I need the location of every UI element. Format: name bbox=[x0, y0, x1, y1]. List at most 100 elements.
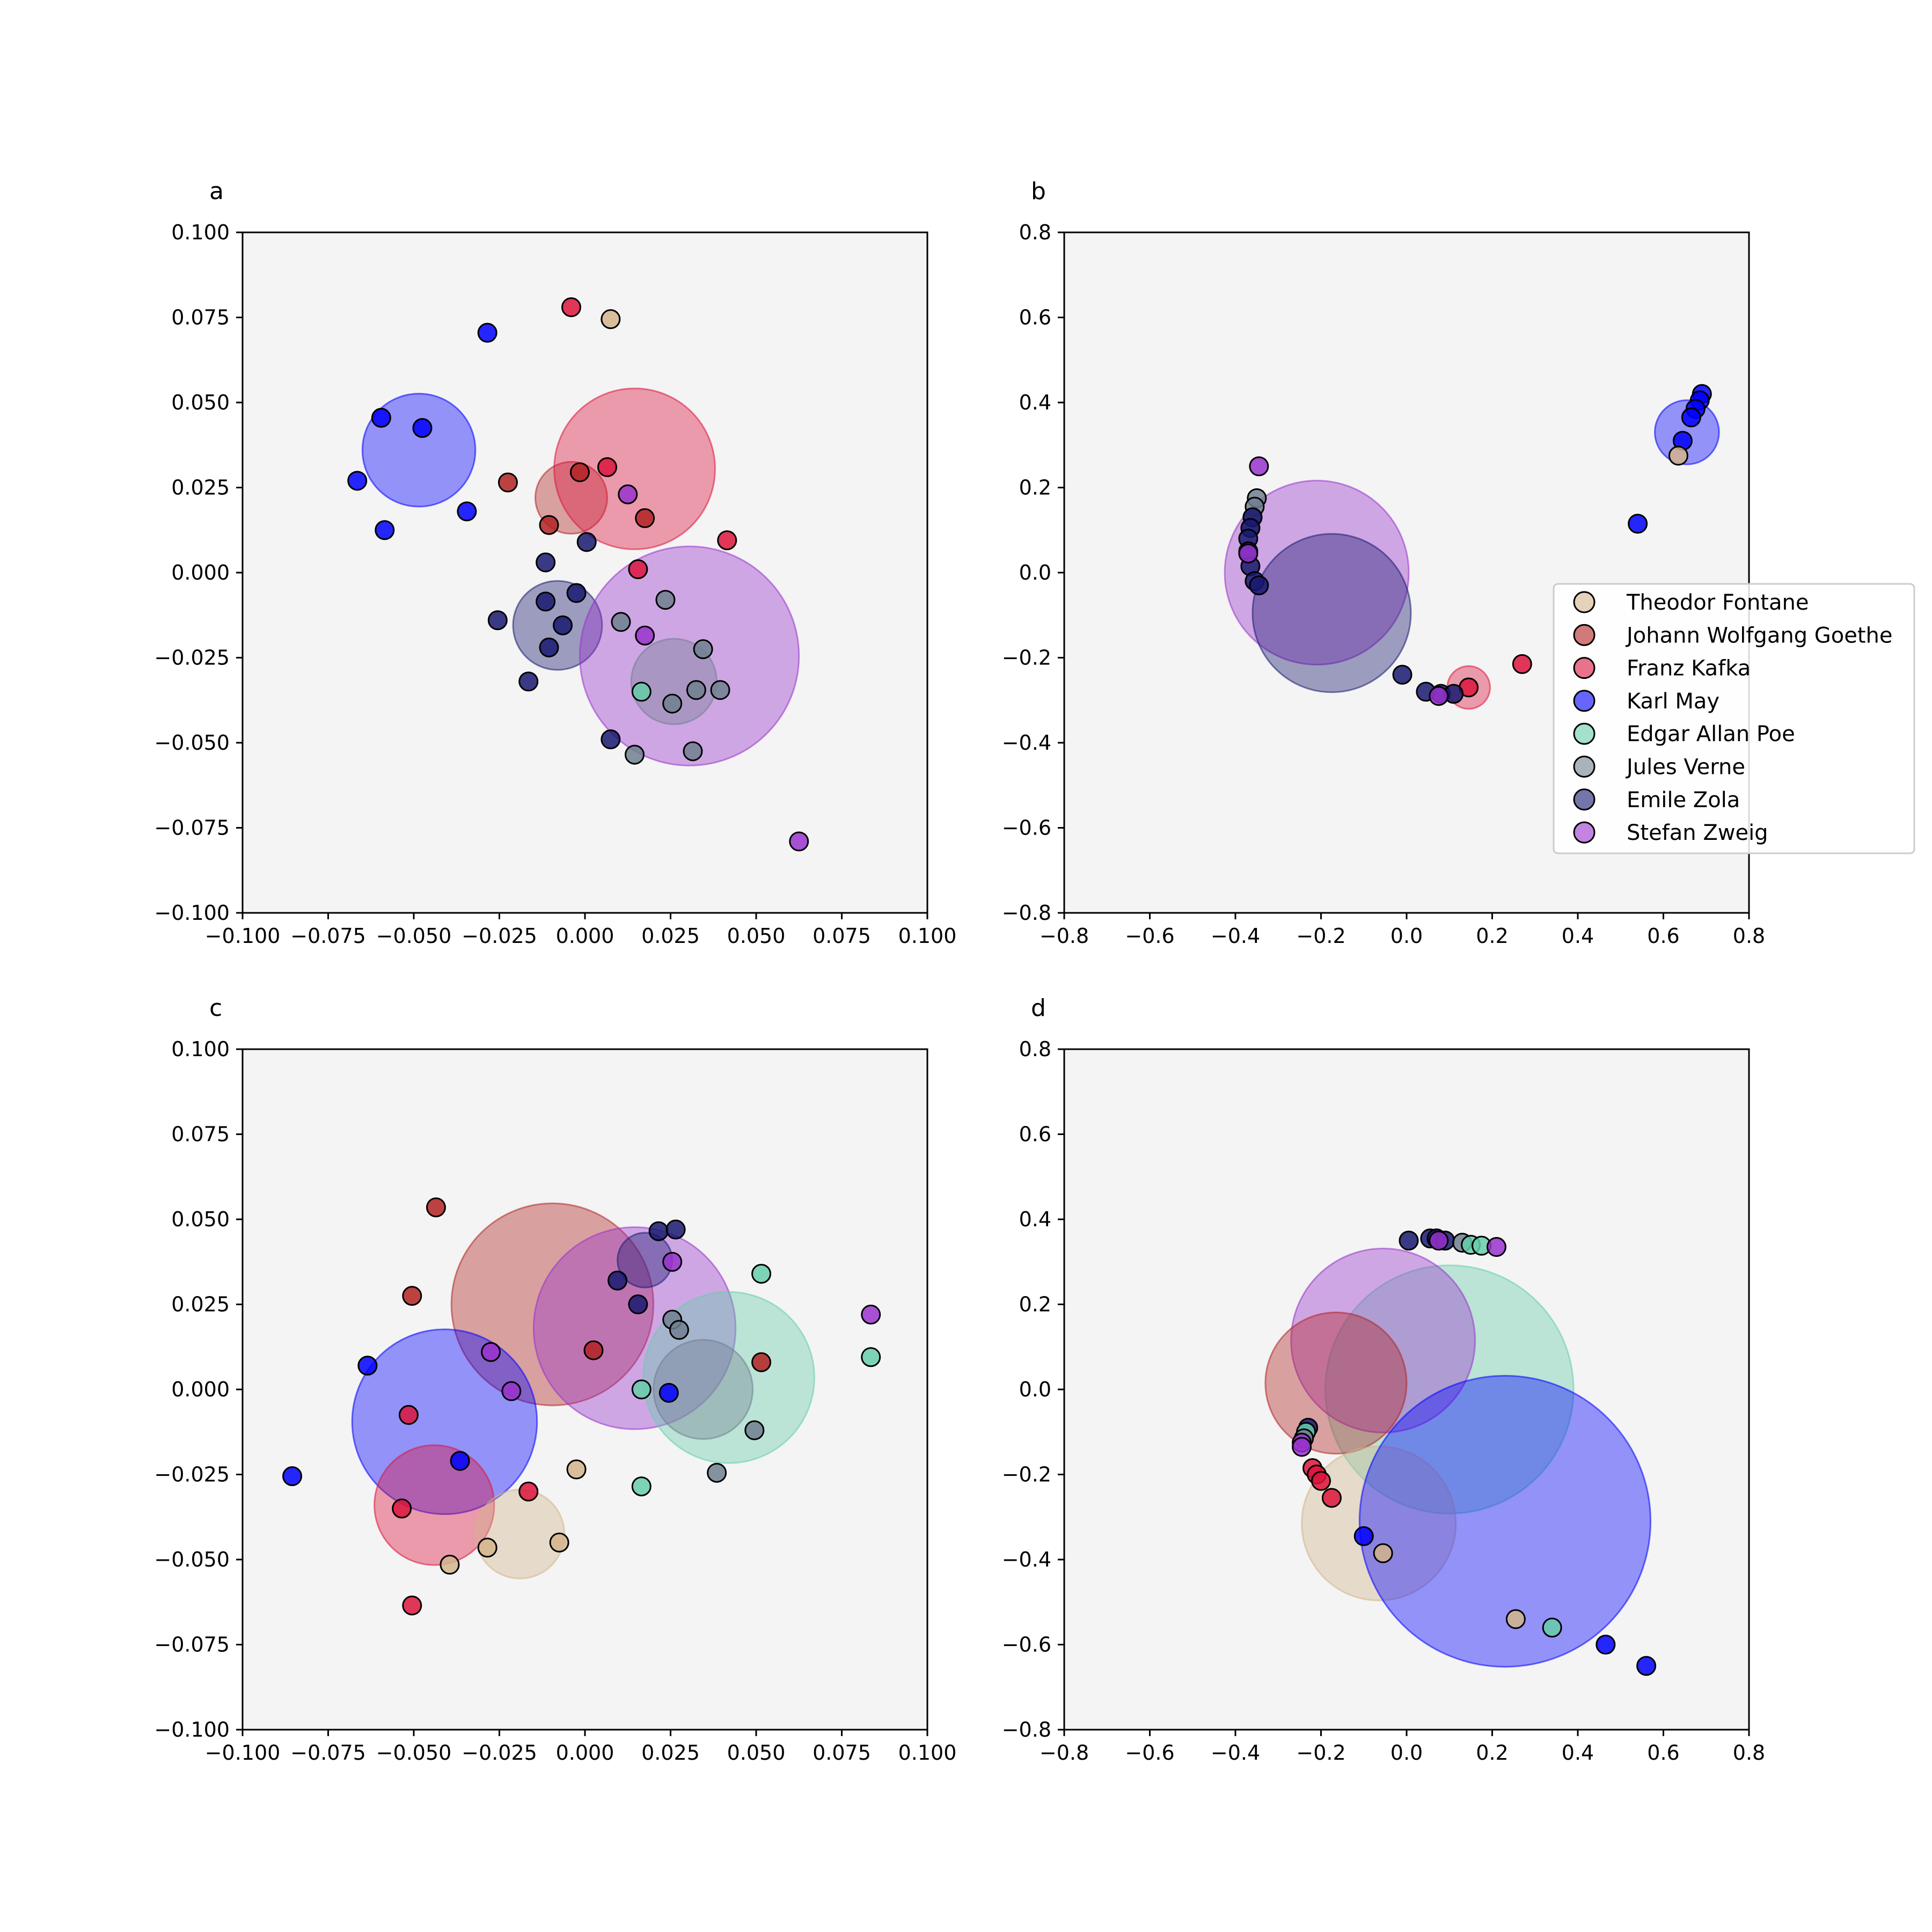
legend-label-edgar-allan-poe: Edgar Allan Poe bbox=[1627, 722, 1795, 747]
data-point-theodor-fontane bbox=[566, 1459, 587, 1480]
data-point-theodor-fontane bbox=[1668, 445, 1688, 466]
y-tick-label: 0.050 bbox=[171, 391, 230, 414]
cluster-circle-karl-may bbox=[361, 392, 477, 508]
data-point-theodor-fontane bbox=[477, 1538, 497, 1558]
panel-d: −0.8−0.8 −0.6 −0.6 −0.4 −0.4 −0.2 −0.2 0.0 0.0 0.… bbox=[1002, 994, 1766, 1765]
x-tick-label: −0.075 bbox=[290, 924, 366, 948]
data-point-karl-may bbox=[1596, 1635, 1616, 1655]
cluster-circle-johann-wolfgang-goethe bbox=[534, 461, 608, 535]
plot-data bbox=[1264, 1228, 1657, 1676]
data-point-stefan-zweig bbox=[662, 1252, 683, 1272]
y-tick-label: 0.8 bbox=[1019, 221, 1051, 244]
data-point-franz-kafka bbox=[398, 1405, 419, 1425]
x-tick-label: −0.2 bbox=[1296, 1741, 1345, 1765]
data-point-karl-may bbox=[371, 408, 391, 428]
data-point-karl-may bbox=[347, 471, 368, 491]
legend-label-jules-verne: Jules Verne bbox=[1625, 755, 1745, 780]
legend-marker-theodor-fontane bbox=[1573, 591, 1596, 613]
data-point-jules-verne bbox=[693, 639, 713, 660]
cluster-circle-franz-kafka bbox=[553, 387, 716, 551]
x-tick-label: −0.4 bbox=[1211, 1741, 1260, 1765]
x-tick-label: 0.025 bbox=[641, 924, 700, 948]
plot-area bbox=[243, 232, 927, 913]
y-tick-label: −0.8 bbox=[1002, 901, 1051, 925]
data-point-franz-kafka bbox=[561, 297, 581, 317]
x-tick-label: −0.050 bbox=[376, 1741, 452, 1765]
data-point-jules-verne bbox=[710, 680, 730, 700]
y-tick-label: 0.6 bbox=[1019, 306, 1051, 330]
plot-data bbox=[1224, 384, 1720, 710]
x-tick-label: −0.025 bbox=[462, 1741, 537, 1765]
data-point-karl-may bbox=[375, 520, 395, 540]
panels: −0.100−0.100−0.075−0.075−0.050−0.050−0.0… bbox=[154, 178, 1765, 1765]
legend-label-emile-zola: Emile Zola bbox=[1627, 788, 1740, 813]
data-point-jules-verne bbox=[662, 693, 683, 714]
x-tick-label: 0.8 bbox=[1733, 1741, 1765, 1765]
y-tick-label: 0.000 bbox=[171, 1378, 230, 1401]
x-tick-label: 0.100 bbox=[898, 924, 957, 948]
data-point-karl-may bbox=[1353, 1526, 1374, 1546]
data-point-stefan-zweig bbox=[1238, 543, 1258, 564]
data-point-stefan-zweig bbox=[1292, 1437, 1312, 1457]
y-tick-label: 0.2 bbox=[1019, 476, 1051, 500]
y-tick-label: 0.6 bbox=[1019, 1123, 1051, 1146]
x-tick-label: −0.100 bbox=[205, 1741, 281, 1765]
legend-label-stefan-zweig: Stefan Zweig bbox=[1627, 821, 1768, 845]
data-point-emile-zola bbox=[566, 583, 587, 603]
legend-label-johann-wolfgang-goethe: Johann Wolfgang Goethe bbox=[1625, 623, 1893, 648]
legend-marker-franz-kafka bbox=[1573, 657, 1596, 679]
x-tick-label: −0.075 bbox=[290, 1741, 366, 1765]
y-tick-label: 0.8 bbox=[1019, 1037, 1051, 1061]
data-point-theodor-fontane bbox=[440, 1555, 460, 1575]
data-point-franz-kafka bbox=[1311, 1470, 1331, 1491]
x-tick-label: 0.0 bbox=[1391, 924, 1423, 948]
cluster-circle-edgar-allan-poe bbox=[1324, 1264, 1575, 1514]
data-point-stefan-zweig bbox=[635, 625, 655, 646]
data-point-karl-may bbox=[658, 1382, 679, 1403]
data-point-theodor-fontane bbox=[1505, 1609, 1526, 1629]
cluster-circle-theodor-fontane bbox=[474, 1489, 566, 1579]
data-point-johann-wolfgang-goethe bbox=[635, 508, 655, 529]
cluster-circle-stefan-zweig bbox=[579, 545, 800, 766]
y-tick-label: −0.025 bbox=[154, 646, 230, 670]
legend-label-theodor-fontane: Theodor Fontane bbox=[1626, 590, 1809, 615]
data-point-jules-verne bbox=[683, 741, 703, 762]
panel-label: b bbox=[1031, 178, 1046, 205]
y-tick-label: −0.025 bbox=[154, 1463, 230, 1487]
data-point-franz-kafka bbox=[392, 1498, 412, 1519]
data-point-franz-kafka bbox=[518, 1481, 539, 1502]
legend-marker-karl-may bbox=[1573, 690, 1596, 712]
data-point-edgar-allan-poe bbox=[1542, 1618, 1562, 1638]
cluster-circle-johann-wolfgang-goethe bbox=[1264, 1312, 1408, 1455]
data-point-johann-wolfgang-goethe bbox=[497, 472, 518, 493]
data-point-theodor-fontane bbox=[601, 309, 621, 330]
data-point-emile-zola bbox=[608, 1270, 628, 1291]
data-point-emile-zola bbox=[1392, 664, 1413, 685]
data-point-stefan-zweig bbox=[501, 1381, 522, 1401]
y-tick-label: −0.6 bbox=[1002, 816, 1051, 840]
x-tick-label: 0.000 bbox=[556, 924, 614, 948]
data-point-franz-kafka bbox=[597, 457, 617, 477]
y-tick-label: 0.025 bbox=[171, 1293, 230, 1316]
y-tick-label: −0.100 bbox=[154, 901, 230, 925]
data-point-johann-wolfgang-goethe bbox=[402, 1286, 422, 1306]
cluster-circle-stefan-zweig bbox=[1224, 480, 1410, 665]
data-point-karl-may bbox=[357, 1356, 378, 1376]
data-point-franz-kafka bbox=[402, 1596, 422, 1616]
data-point-emile-zola bbox=[487, 610, 508, 631]
data-point-stefan-zweig bbox=[1486, 1237, 1506, 1257]
x-tick-label: 0.2 bbox=[1476, 1741, 1508, 1765]
data-point-stefan-zweig bbox=[789, 831, 809, 852]
x-tick-label: 0.0 bbox=[1391, 1741, 1423, 1765]
cluster-circle-theodor-fontane bbox=[1301, 1445, 1457, 1601]
y-tick-label: −0.2 bbox=[1002, 1463, 1051, 1487]
x-tick-label: −0.8 bbox=[1040, 1741, 1089, 1765]
data-point-karl-may bbox=[282, 1466, 303, 1487]
x-tick-label: −0.6 bbox=[1125, 1741, 1174, 1765]
data-point-karl-may bbox=[1681, 407, 1701, 428]
data-point-emile-zola bbox=[576, 532, 597, 552]
cluster-circle-karl-may bbox=[351, 1328, 538, 1515]
panel-label: a bbox=[209, 178, 224, 205]
plot-data bbox=[347, 297, 809, 852]
y-tick-label: 0.050 bbox=[171, 1208, 230, 1231]
